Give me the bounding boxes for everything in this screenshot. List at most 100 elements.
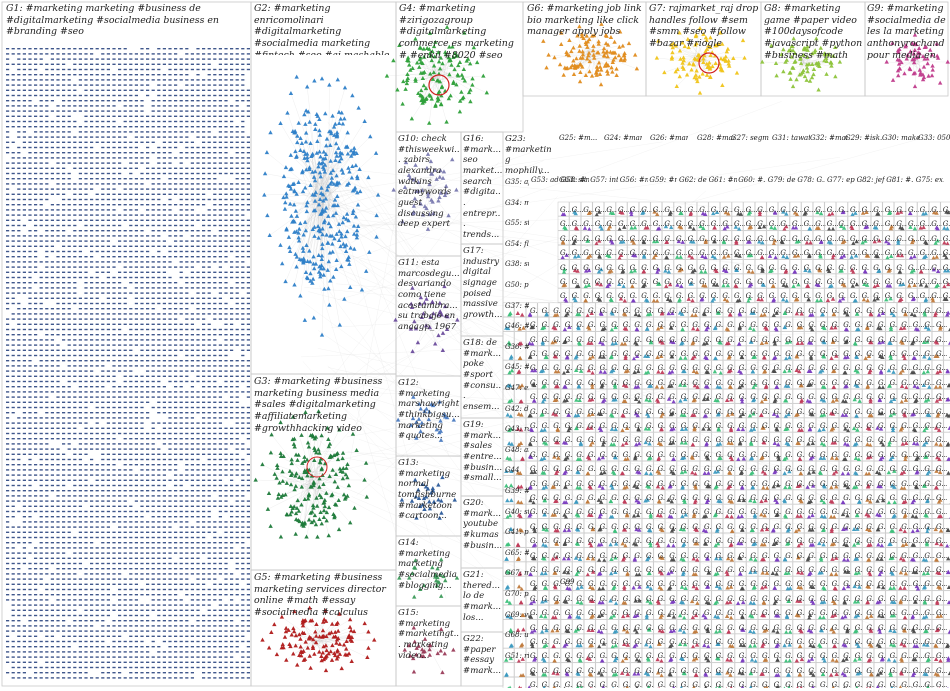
node-marker <box>12 339 15 340</box>
node-marker <box>101 537 104 538</box>
node-marker <box>112 500 115 501</box>
node-marker <box>224 53 227 54</box>
node-marker <box>34 474 37 475</box>
node-marker <box>202 428 205 429</box>
node-marker <box>73 506 76 507</box>
node-marker <box>241 168 244 169</box>
node-marker <box>40 282 43 283</box>
node-marker <box>101 360 104 361</box>
node-marker <box>129 282 132 283</box>
node-marker <box>247 511 250 512</box>
node-marker <box>12 532 15 533</box>
node-marker <box>213 376 216 377</box>
node-marker <box>163 324 166 325</box>
node-marker <box>118 126 121 127</box>
node-marker <box>219 214 222 215</box>
node-marker <box>213 547 216 548</box>
node-marker <box>168 532 171 533</box>
node-marker <box>129 90 132 91</box>
node-marker <box>241 48 244 49</box>
node-marker <box>17 350 20 351</box>
node-marker <box>247 251 250 252</box>
node-marker <box>124 53 127 54</box>
node-marker <box>236 459 239 460</box>
node-marker <box>84 74 87 75</box>
node-marker <box>236 126 239 127</box>
node-marker <box>180 110 183 111</box>
node-marker <box>28 329 31 330</box>
node-marker <box>56 474 59 475</box>
node-marker <box>224 542 227 543</box>
node-marker <box>68 329 71 330</box>
node-marker <box>79 448 82 449</box>
node-marker <box>236 256 239 257</box>
node-marker <box>6 69 9 70</box>
node-marker <box>112 511 115 512</box>
node-marker <box>40 261 43 262</box>
node-marker <box>124 261 127 262</box>
node-marker <box>168 407 171 408</box>
node-marker <box>152 261 155 262</box>
node-marker <box>79 183 82 184</box>
node-marker <box>17 532 20 533</box>
node-marker <box>124 480 127 481</box>
node-marker <box>28 511 31 512</box>
node-marker <box>146 69 149 70</box>
node-marker <box>51 339 54 340</box>
node-marker <box>34 386 37 387</box>
node-marker <box>56 168 59 169</box>
node-marker <box>23 391 26 392</box>
node-marker <box>62 136 65 137</box>
node-marker <box>112 220 115 221</box>
node-marker <box>152 490 155 491</box>
node-marker <box>157 240 160 241</box>
node-marker <box>247 292 250 293</box>
node-marker <box>124 292 127 293</box>
node-marker <box>224 500 227 501</box>
node-marker <box>118 136 121 137</box>
node-marker <box>96 287 99 288</box>
node-marker <box>12 204 15 205</box>
node-marker <box>185 214 188 215</box>
node-marker <box>185 79 188 80</box>
node-marker <box>163 152 166 153</box>
node-marker <box>62 152 65 153</box>
node-marker <box>73 313 76 314</box>
node-marker <box>17 235 20 236</box>
node-marker <box>28 459 31 460</box>
node-marker <box>236 136 239 137</box>
node-marker <box>40 303 43 304</box>
node-marker <box>62 376 65 377</box>
node-marker <box>45 500 48 501</box>
node-marker <box>129 277 132 278</box>
node-marker <box>40 438 43 439</box>
node-marker <box>241 433 244 434</box>
node-marker <box>84 261 87 262</box>
node-marker <box>23 448 26 449</box>
node-marker <box>247 266 250 267</box>
node-marker <box>45 365 48 366</box>
node-marker <box>208 282 211 283</box>
node-marker <box>208 391 211 392</box>
node-marker <box>68 568 71 569</box>
node-marker <box>247 474 250 475</box>
node-marker <box>62 308 65 309</box>
node-marker <box>112 459 115 460</box>
node-marker <box>23 480 26 481</box>
node-marker <box>219 105 222 106</box>
node-marker <box>230 454 233 455</box>
node-marker <box>40 526 43 527</box>
node-marker <box>96 568 99 569</box>
node-marker <box>62 183 65 184</box>
node-marker <box>107 74 110 75</box>
node-marker <box>51 220 54 221</box>
node-marker <box>118 53 121 54</box>
node-marker <box>247 272 250 273</box>
node-marker <box>107 412 110 413</box>
node-marker <box>196 334 199 335</box>
node-marker <box>196 547 199 548</box>
node-marker <box>68 339 71 340</box>
node-marker <box>23 381 26 382</box>
node-marker <box>51 69 54 70</box>
node-marker <box>140 443 143 444</box>
